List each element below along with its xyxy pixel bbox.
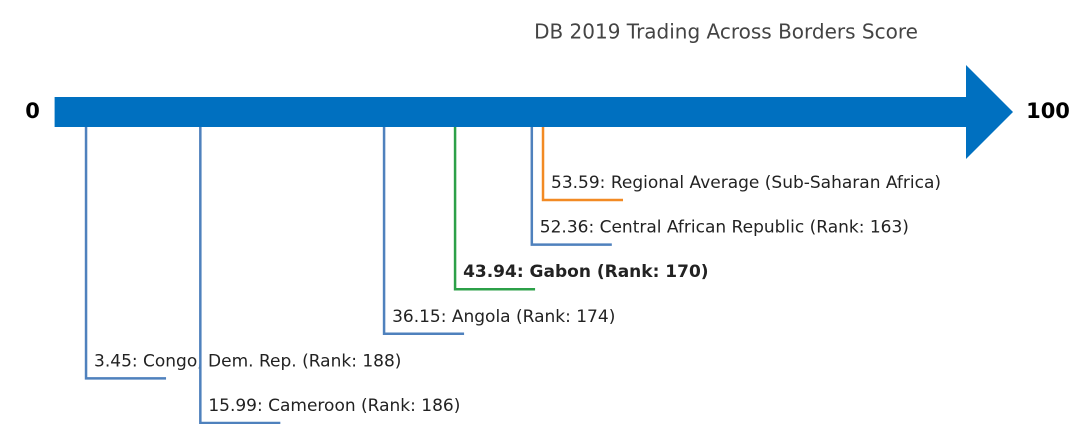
tick-label: 0 bbox=[25, 99, 40, 123]
leader-line bbox=[541, 127, 624, 202]
value-label: 53.59: Regional Average (Sub-Saharan Afr… bbox=[551, 173, 941, 193]
value-label: 36.15: Angola (Rank: 174) bbox=[392, 307, 615, 327]
leader-line bbox=[84, 127, 167, 380]
axis-arrowhead bbox=[966, 65, 1013, 159]
axis-bar bbox=[54, 97, 967, 127]
value-label: 15.99: Cameroon (Rank: 186) bbox=[208, 396, 460, 416]
leader-line bbox=[530, 127, 612, 246]
value-label: 43.94: Gabon (Rank: 170) bbox=[463, 262, 709, 282]
leader-line bbox=[382, 127, 465, 336]
value-label: 52.36: Central African Republic (Rank: 1… bbox=[540, 218, 909, 238]
tick-label: 100 bbox=[1026, 99, 1070, 123]
leader-line bbox=[453, 127, 536, 291]
chart-title: DB 2019 Trading Across Borders Score bbox=[534, 20, 918, 44]
leader-line bbox=[199, 127, 281, 424]
value-label: 3.45: Congo, Dem. Rep. (Rank: 188) bbox=[94, 351, 401, 371]
